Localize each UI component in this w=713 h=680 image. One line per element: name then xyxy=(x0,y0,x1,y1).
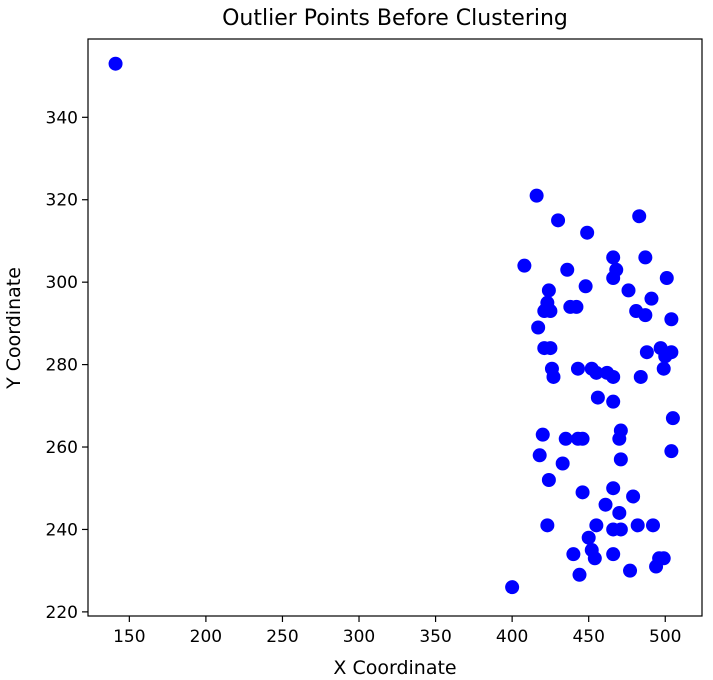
y-tick-label: 260 xyxy=(46,438,78,458)
y-tick-label: 280 xyxy=(46,356,78,376)
x-tick-label: 450 xyxy=(572,627,604,647)
data-point xyxy=(537,304,552,319)
y-tick-label: 340 xyxy=(46,108,78,128)
data-point xyxy=(623,563,638,578)
data-point xyxy=(531,320,546,335)
x-tick-label: 400 xyxy=(496,627,528,647)
data-point xyxy=(606,547,621,562)
data-point xyxy=(578,279,593,294)
data-point xyxy=(541,283,556,298)
data-point xyxy=(590,390,605,405)
data-point xyxy=(606,394,621,409)
data-point xyxy=(555,456,570,471)
x-tick-label: 150 xyxy=(113,627,145,647)
data-point xyxy=(626,489,641,504)
points-layer xyxy=(108,56,680,595)
x-tick-label: 300 xyxy=(343,627,375,647)
data-point xyxy=(108,56,123,71)
data-point xyxy=(572,567,587,582)
data-point xyxy=(606,250,621,265)
chart-title: Outlier Points Before Clustering xyxy=(222,6,568,31)
data-point xyxy=(644,291,659,306)
data-point xyxy=(543,341,558,356)
x-tick-label: 250 xyxy=(266,627,298,647)
data-point xyxy=(575,431,590,446)
y-tick-label: 220 xyxy=(46,603,78,623)
data-point xyxy=(621,283,636,298)
plot-frame xyxy=(87,38,703,617)
data-point xyxy=(505,580,520,595)
data-point xyxy=(551,213,566,228)
data-point xyxy=(575,485,590,500)
data-point xyxy=(587,551,602,566)
x-tick-label: 500 xyxy=(649,627,681,647)
data-point xyxy=(638,308,653,323)
data-point xyxy=(613,452,628,467)
data-point xyxy=(659,271,674,286)
data-point xyxy=(646,518,661,533)
data-point xyxy=(529,188,544,203)
x-axis: 150 200 250 300 350 400 450 500 xyxy=(113,616,681,647)
data-point xyxy=(558,431,573,446)
data-point xyxy=(517,258,532,273)
data-point xyxy=(630,518,645,533)
data-point xyxy=(612,431,627,446)
data-point xyxy=(560,262,575,277)
data-point xyxy=(633,369,648,384)
data-point xyxy=(566,547,581,562)
data-point xyxy=(606,271,621,286)
data-point xyxy=(639,345,654,360)
x-tick-label: 350 xyxy=(419,627,451,647)
data-point xyxy=(664,444,679,459)
x-tick-label: 200 xyxy=(190,627,222,647)
data-point xyxy=(656,361,671,376)
data-point xyxy=(658,349,673,364)
data-point xyxy=(598,497,613,512)
x-axis-label: X Coordinate xyxy=(333,657,456,679)
y-axis-label: Y Coordinate xyxy=(3,267,25,390)
y-tick-label: 240 xyxy=(46,520,78,540)
y-axis: 220 240 260 280 300 320 340 xyxy=(46,108,88,623)
data-point xyxy=(589,518,604,533)
data-point xyxy=(665,411,680,426)
data-point xyxy=(580,225,595,240)
data-point xyxy=(606,481,621,496)
data-point xyxy=(569,299,584,314)
data-point xyxy=(535,427,550,442)
data-point xyxy=(589,365,604,380)
data-point xyxy=(606,369,621,384)
data-point xyxy=(632,209,647,224)
data-point xyxy=(613,522,628,537)
data-point xyxy=(581,530,596,545)
data-point xyxy=(532,448,547,463)
data-point xyxy=(570,361,585,376)
data-point xyxy=(546,369,561,384)
y-tick-label: 300 xyxy=(46,273,78,293)
y-tick-label: 320 xyxy=(46,191,78,211)
data-point xyxy=(612,505,627,520)
data-point xyxy=(541,472,556,487)
data-point xyxy=(664,312,679,327)
data-point xyxy=(649,559,664,574)
data-point xyxy=(638,250,653,265)
data-point xyxy=(540,518,555,533)
